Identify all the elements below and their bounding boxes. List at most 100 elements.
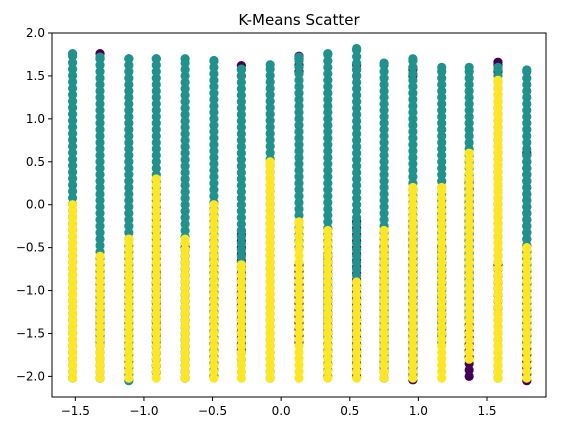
scatter-point-cluster-1 [124, 144, 134, 154]
scatter-point-cluster-2 [236, 322, 246, 332]
scatter-point-cluster-2 [180, 251, 190, 261]
scatter-point-cluster-1 [352, 219, 362, 229]
scatter-point-cluster-1 [180, 193, 190, 203]
scatter-point-cluster-2 [437, 218, 447, 229]
scatter-point-cluster-1 [437, 105, 447, 115]
scatter-point-cluster-2 [151, 360, 161, 370]
scatter-point-cluster-1 [95, 170, 105, 180]
scatter-point-cluster-1 [95, 189, 105, 199]
scatter-point-cluster-1 [522, 195, 532, 206]
scatter-point-cluster-2 [493, 180, 503, 190]
y-tick-label: −0.5 [16, 241, 45, 255]
scatter-point-cluster-2 [294, 328, 304, 338]
scatter-point-cluster-1 [352, 90, 362, 100]
scatter-point-cluster-2 [437, 206, 447, 216]
scatter-point-cluster-2 [493, 186, 503, 196]
scatter-point-cluster-2 [379, 354, 389, 364]
scatter-point-cluster-2 [522, 367, 532, 377]
scatter-point-cluster-1 [464, 137, 474, 148]
scatter-point-cluster-1 [522, 182, 532, 193]
scatter-point-cluster-2 [265, 309, 275, 319]
scatter-point-cluster-1 [95, 118, 105, 128]
scatter-point-cluster-2 [95, 360, 105, 370]
scatter-point-cluster-2 [352, 277, 362, 287]
scatter-point-cluster-2 [437, 270, 447, 280]
scatter-point-cluster-2 [493, 257, 503, 267]
scatter-point-cluster-1 [209, 101, 219, 111]
scatter-point-cluster-2 [437, 276, 447, 287]
scatter-point-cluster-1 [180, 71, 190, 81]
scatter-point-cluster-2 [493, 354, 503, 364]
scatter-point-cluster-2 [294, 257, 304, 267]
scatter-point-cluster-2 [493, 128, 503, 139]
scatter-point-cluster-1 [379, 202, 389, 212]
scatter-point-cluster-2 [464, 328, 474, 339]
scatter-point-cluster-1 [437, 170, 447, 180]
scatter-point-cluster-1 [180, 77, 190, 87]
scatter-point-cluster-2 [67, 302, 78, 312]
scatter-point-cluster-1 [464, 124, 474, 135]
scatter-point-cluster-1 [151, 60, 161, 70]
scatter-point-cluster-2 [124, 328, 134, 338]
scatter-point-cluster-1 [124, 189, 134, 199]
scatter-point-cluster-2 [464, 148, 474, 158]
scatter-point-cluster-2 [493, 173, 503, 184]
scatter-point-cluster-1 [95, 105, 105, 115]
scatter-point-cluster-1 [124, 73, 134, 83]
scatter-point-cluster-2 [437, 341, 447, 351]
scatter-point-cluster-1 [95, 124, 105, 135]
scatter-point-cluster-1 [522, 234, 532, 244]
scatter-point-cluster-2 [352, 315, 362, 325]
scatter-point-cluster-2 [522, 315, 532, 325]
scatter-point-cluster-1 [180, 84, 190, 94]
scatter-point-cluster-1 [379, 99, 389, 109]
scatter-point-cluster-1 [323, 185, 333, 195]
scatter-point-cluster-2 [209, 354, 219, 364]
scatter-point-cluster-2 [67, 296, 78, 306]
scatter-point-cluster-2 [493, 212, 503, 222]
scatter-point-cluster-2 [323, 334, 333, 345]
scatter-point-cluster-2 [464, 290, 474, 300]
scatter-point-cluster-1 [522, 118, 532, 128]
scatter-point-cluster-1 [522, 176, 532, 186]
scatter-point-cluster-2 [294, 334, 304, 345]
scatter-point-cluster-1 [67, 193, 78, 203]
scatter-point-cluster-2 [265, 322, 275, 332]
scatter-point-cluster-2 [294, 264, 304, 274]
scatter-point-cluster-2 [493, 199, 503, 209]
scatter-point-cluster-2 [464, 200, 474, 210]
scatter-point-cluster-1 [151, 163, 161, 173]
scatter-point-cluster-1 [124, 54, 134, 64]
scatter-point-cluster-2 [437, 309, 447, 319]
scatter-point-cluster-2 [236, 367, 246, 377]
scatter-point-cluster-2 [265, 238, 275, 248]
scatter-point-cluster-2 [323, 283, 333, 293]
scatter-point-cluster-1 [522, 202, 532, 212]
scatter-point-cluster-2 [151, 302, 161, 312]
scatter-point-cluster-1 [323, 210, 333, 221]
scatter-point-cluster-2 [209, 231, 219, 242]
scatter-point-cluster-2 [124, 334, 134, 345]
scatter-point-cluster-2 [493, 109, 503, 119]
scatter-point-cluster-2 [151, 289, 161, 300]
scatter-point-cluster-2 [180, 257, 190, 267]
scatter-point-cluster-1 [522, 99, 532, 109]
scatter-point-cluster-2 [265, 367, 275, 377]
scatter-point-cluster-1 [209, 165, 219, 175]
scatter-point-cluster-2 [522, 360, 532, 370]
scatter-point-cluster-2 [151, 238, 161, 248]
scatter-point-cluster-1 [352, 142, 362, 152]
scatter-point-cluster-2 [352, 347, 362, 357]
scatter-point-cluster-2 [493, 238, 503, 248]
scatter-point-cluster-2 [379, 315, 389, 325]
scatter-point-cluster-2 [151, 322, 161, 332]
scatter-point-cluster-1 [236, 155, 246, 165]
scatter-point-cluster-1 [67, 83, 78, 93]
scatter-point-cluster-2 [323, 244, 333, 254]
scatter-point-cluster-1 [323, 49, 333, 59]
scatter-point-cluster-2 [323, 270, 333, 280]
scatter-point-cluster-2 [464, 322, 474, 332]
scatter-point-cluster-1 [522, 79, 532, 90]
scatter-point-cluster-1 [95, 240, 105, 251]
